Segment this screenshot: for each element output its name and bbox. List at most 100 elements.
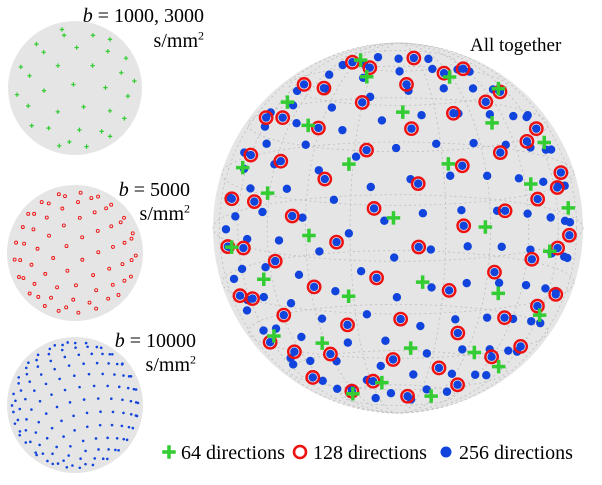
marker-256 [556,168,566,177]
marker-256 [129,374,133,378]
grid-meridian [349,42,447,414]
marker-256 [351,152,361,161]
marker-256 [78,466,82,470]
marker-64 [55,109,60,115]
marker-256 [389,253,399,262]
marker-128 [411,239,427,255]
marker-64 [441,157,456,171]
marker-256 [317,314,327,323]
marker-256 [439,84,448,93]
marker-64 [99,129,104,134]
marker-128 [80,257,85,262]
marker-64 [18,64,24,70]
legend-label-256: 256 directions [459,442,573,464]
marker-64 [107,108,113,114]
marker-256 [12,392,15,396]
marker-256 [482,371,491,380]
marker-64 [74,45,79,50]
marker-256 [237,264,247,274]
marker-256 [61,343,64,347]
marker-256 [481,97,490,107]
marker-256 [358,98,367,107]
marker-256 [92,384,96,388]
marker-128 [91,273,96,278]
marker-256 [90,352,94,356]
marker-256 [82,362,85,365]
marker-128 [118,220,123,225]
marker-256 [78,385,81,389]
marker-256 [261,113,271,122]
marker-256 [30,408,33,411]
marker-256 [457,206,466,215]
marker-128 [26,211,31,216]
marker-256 [73,429,76,432]
marker-256 [82,398,86,401]
marker-256 [67,454,70,457]
marker-256 [458,345,467,354]
marker-256 [413,179,423,188]
marker-64 [77,127,82,133]
marker-256 [126,386,130,390]
marker-64 [41,88,47,93]
marker-256 [306,356,315,366]
marker-128 [441,283,457,298]
marker-256 [527,317,536,326]
marker-256 [459,221,468,230]
marker-128 [122,240,127,245]
legend-label-64: 64 directions [181,442,285,464]
marker-256 [101,352,104,356]
marker-256 [527,255,537,264]
marker-64 [55,63,61,68]
sphere-b10000 [7,337,143,473]
marker-256 [563,253,572,263]
marker-256 [56,462,60,465]
marker-256 [28,380,32,383]
marker-256 [110,423,114,427]
marker-256 [343,320,352,330]
marker-128 [284,208,300,224]
marker-64 [341,289,356,304]
marker-128 [561,227,577,243]
marker-128 [310,120,326,136]
marker-256 [72,414,75,418]
marker-256 [24,428,28,432]
marker-64 [105,49,111,54]
marker-256 [509,111,518,121]
marker-256 [122,437,126,441]
marker-64 [491,286,505,301]
marker-256 [36,365,40,368]
marker-256 [81,439,85,443]
marker-256 [329,195,339,205]
marker-256 [259,326,268,335]
marker-128 [129,236,134,241]
marker-256 [546,213,555,222]
marker-256 [101,457,105,461]
marker-256 [522,137,532,146]
label-b10000: b = 10000 [114,330,196,352]
marker-256 [497,242,506,252]
marker-256 [414,242,423,252]
marker-256 [239,243,248,253]
marker-256 [332,237,341,247]
marker-64 [302,228,316,243]
marker-256 [468,84,478,93]
marker-64 [90,63,95,68]
marker-64 [301,118,315,133]
marker-128 [12,257,17,262]
marker-256 [451,315,460,324]
marker-128 [454,158,470,174]
marker-256 [246,150,256,160]
marker-64 [34,41,39,47]
marker-256 [24,397,27,401]
marker-128 [29,262,34,267]
marker-256 [402,80,411,89]
marker-256 [60,348,64,352]
marker-128 [385,352,401,367]
marker-128 [73,283,78,288]
marker-128 [317,171,333,187]
marker-128 [323,346,338,362]
marker-256 [16,418,20,422]
marker-256 [458,64,468,73]
marker-128 [528,121,544,137]
